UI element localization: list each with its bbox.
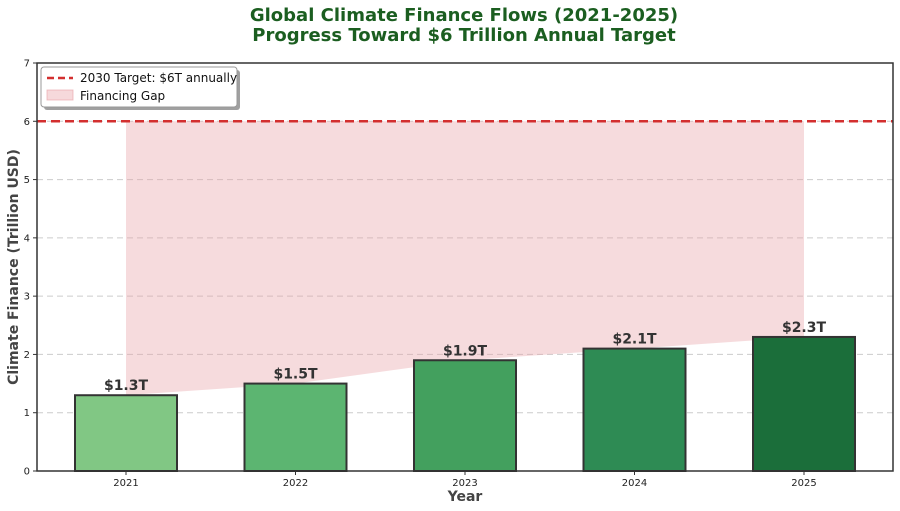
x-tick-label-4: 2025 <box>791 478 816 489</box>
bar-2022 <box>243 382 348 473</box>
bar-label-2024: $2.1T <box>612 332 657 348</box>
bar-label-2022: $1.5T <box>273 367 318 383</box>
y-tick-label-4: 4 <box>24 233 30 244</box>
legend: 2030 Target: $6T annually Financing Gap <box>40 66 240 110</box>
bar-2021 <box>74 394 178 473</box>
y-tick-label-3: 3 <box>24 292 30 303</box>
x-axis-label: Year <box>447 489 483 505</box>
bar-label-2025: $2.3T <box>782 320 827 336</box>
chart-subtitle: Progress Toward $6 Trillion Annual Targe… <box>252 25 676 46</box>
legend-target-label: 2030 Target: $6T annually <box>80 71 237 85</box>
bar-2025 <box>752 335 856 473</box>
financing-gap-area <box>126 121 804 396</box>
x-tick-label-3: 2024 <box>622 478 647 489</box>
x-tick-label-0: 2021 <box>113 478 138 489</box>
x-tick-label-1: 2022 <box>283 478 308 489</box>
y-tick-label-0: 0 <box>24 467 30 478</box>
plot-frame <box>36 62 894 472</box>
chart-title: Global Climate Finance Flows (2021-2025) <box>250 5 678 26</box>
gap-layer <box>126 121 804 396</box>
bar-layer: $1.3T $1.5T $1.9T $2.1T $2.3T <box>74 320 856 473</box>
legend-gap-label: Financing Gap <box>80 89 165 103</box>
y-tick-label-7: 7 <box>24 59 30 70</box>
y-tick-label-2: 2 <box>24 350 30 361</box>
y-tick-label-5: 5 <box>24 175 30 186</box>
y-tick-label-6: 6 <box>24 117 30 128</box>
bar-2024 <box>582 347 687 473</box>
legend-gap-swatch <box>46 89 74 101</box>
legend-box <box>40 66 238 108</box>
x-tick-label-2: 2023 <box>452 478 477 489</box>
bar-label-2023: $1.9T <box>443 343 488 359</box>
bar-2023 <box>413 359 517 472</box>
tick-layer: 0 1 2 3 4 5 6 7 2021 2022 2023 2024 2025 <box>24 59 817 490</box>
y-axis-label: Climate Finance (Trillion USD) <box>6 149 22 385</box>
bar-label-2021: $1.3T <box>104 378 149 394</box>
y-tick-label-1: 1 <box>24 408 30 419</box>
